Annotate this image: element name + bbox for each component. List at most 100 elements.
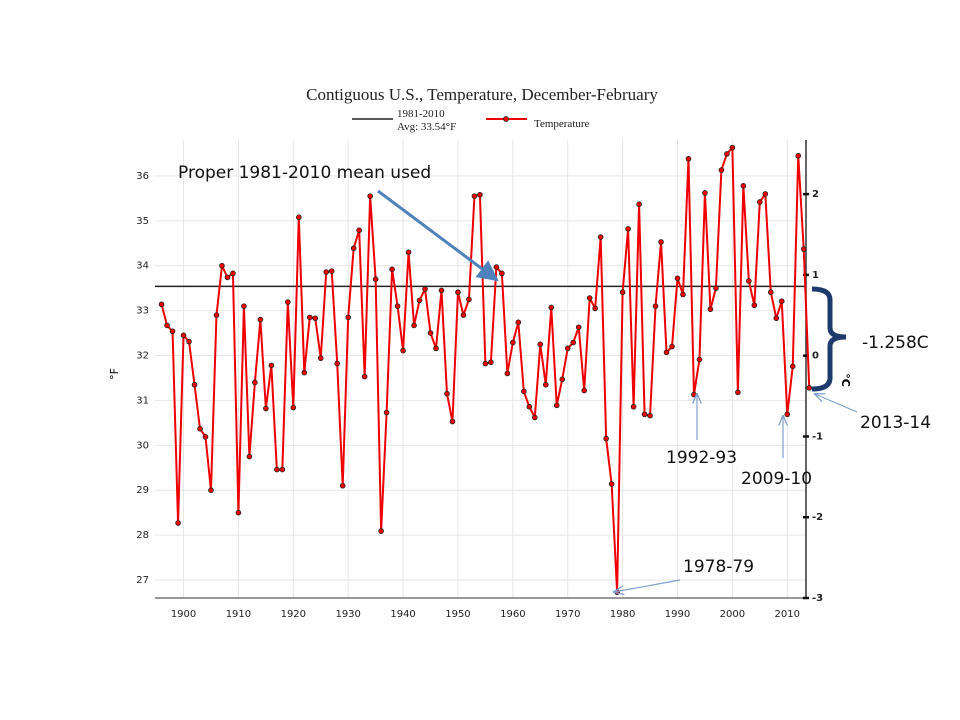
annotation-arrow: [815, 394, 858, 413]
data-point: [460, 312, 467, 318]
data-point: [186, 338, 192, 345]
data-point: [312, 315, 319, 322]
x-tick-label: 1950: [445, 609, 470, 620]
series-line: [160, 146, 811, 594]
data-point: [263, 405, 269, 412]
data-point: [608, 481, 615, 487]
y-tick-label: 33: [136, 306, 149, 317]
data-point: [553, 402, 560, 409]
data-point: [773, 315, 780, 322]
data-point: [224, 274, 231, 281]
y2-axis-label: °C: [839, 373, 852, 387]
data-point: [658, 239, 664, 245]
data-point: [531, 414, 538, 421]
data-point: [279, 466, 286, 473]
data-point: [713, 285, 719, 291]
data-point: [630, 403, 637, 410]
x-tick-label: 2000: [720, 609, 745, 620]
data-point: [378, 528, 384, 534]
data-point: [169, 328, 176, 335]
data-point: [740, 183, 747, 189]
data-point: [323, 269, 330, 275]
data-point: [515, 319, 522, 326]
data-point: [191, 381, 198, 388]
data-point: [707, 306, 714, 313]
y2-tick-label: -3: [812, 593, 823, 604]
annotation-arrow: [377, 189, 499, 282]
data-point: [257, 316, 264, 323]
annotations: Proper 1981-2010 mean used 1992-93 2009-…: [178, 163, 931, 592]
data-point: [548, 304, 555, 311]
data-point: [197, 425, 203, 432]
data-point: [411, 322, 417, 329]
data-point: [581, 387, 587, 394]
y-tick-label: 36: [136, 171, 149, 182]
y-tick-label: 35: [136, 216, 149, 227]
data-point: [301, 369, 308, 376]
data-point: [230, 270, 236, 277]
x-tick-label: 1960: [500, 609, 525, 620]
data-point: [800, 246, 807, 252]
data-point: [636, 201, 642, 208]
data-point: [394, 303, 401, 309]
data-point: [778, 298, 785, 304]
data-point: [680, 291, 686, 298]
data-point: [416, 297, 423, 304]
data-point: [405, 249, 412, 256]
data-point: [158, 301, 165, 308]
data-point: [784, 411, 791, 418]
annotation: 2009-10: [741, 469, 812, 489]
data-point: [674, 275, 681, 282]
data-point: [488, 359, 494, 366]
data-point: [564, 345, 571, 352]
data-point: [208, 487, 214, 494]
data-point: [641, 411, 648, 418]
data-point: [372, 276, 379, 282]
annotation-arrow: [614, 579, 681, 592]
x-tick-label: 1940: [390, 609, 415, 620]
data-point: [383, 409, 390, 416]
x-tick-label: 1920: [281, 609, 306, 620]
y-tick-label: 32: [136, 351, 149, 362]
x-tick-label: 1900: [171, 609, 196, 620]
data-point: [400, 347, 406, 354]
data-point: [252, 379, 258, 386]
data-point: [493, 264, 500, 270]
annotation: -1.258C: [862, 333, 929, 353]
data-point: [389, 266, 395, 273]
data-point: [477, 191, 483, 198]
data-point: [367, 193, 373, 199]
data-point: [455, 289, 461, 296]
y-tick-label: 34: [136, 261, 149, 272]
data-point: [180, 332, 187, 339]
data-point: [449, 418, 456, 425]
data-point: [202, 434, 209, 440]
data-point: [219, 262, 225, 269]
x-tick-label: 2010: [775, 609, 800, 620]
y2-tick-label: 0: [812, 351, 819, 362]
data-point: [526, 403, 533, 410]
data-point: [317, 355, 324, 362]
y-tick-label: 27: [136, 575, 149, 586]
data-point: [575, 324, 582, 331]
legend-label: 1981-2010: [397, 108, 445, 120]
data-point: [625, 226, 631, 232]
y-axis-label: °F: [108, 368, 121, 380]
data-point: [795, 152, 802, 159]
data-point: [647, 412, 653, 419]
data-point: [306, 314, 313, 321]
data-point: [466, 296, 472, 303]
x-tick-label: 1990: [665, 609, 690, 620]
data-point: [433, 345, 439, 352]
data-point: [422, 286, 428, 292]
data-point: [669, 343, 675, 350]
chart-title: Contiguous U.S., Temperature, December-F…: [306, 85, 658, 104]
data-point: [652, 303, 659, 309]
data-point: [356, 227, 362, 234]
annotation: 1978-79: [683, 557, 754, 577]
data-point: [504, 370, 511, 377]
data-point: [542, 381, 549, 388]
data-point: [696, 356, 703, 363]
data-point: [482, 360, 489, 367]
legend-label: Avg: 33.54°F: [397, 121, 456, 133]
